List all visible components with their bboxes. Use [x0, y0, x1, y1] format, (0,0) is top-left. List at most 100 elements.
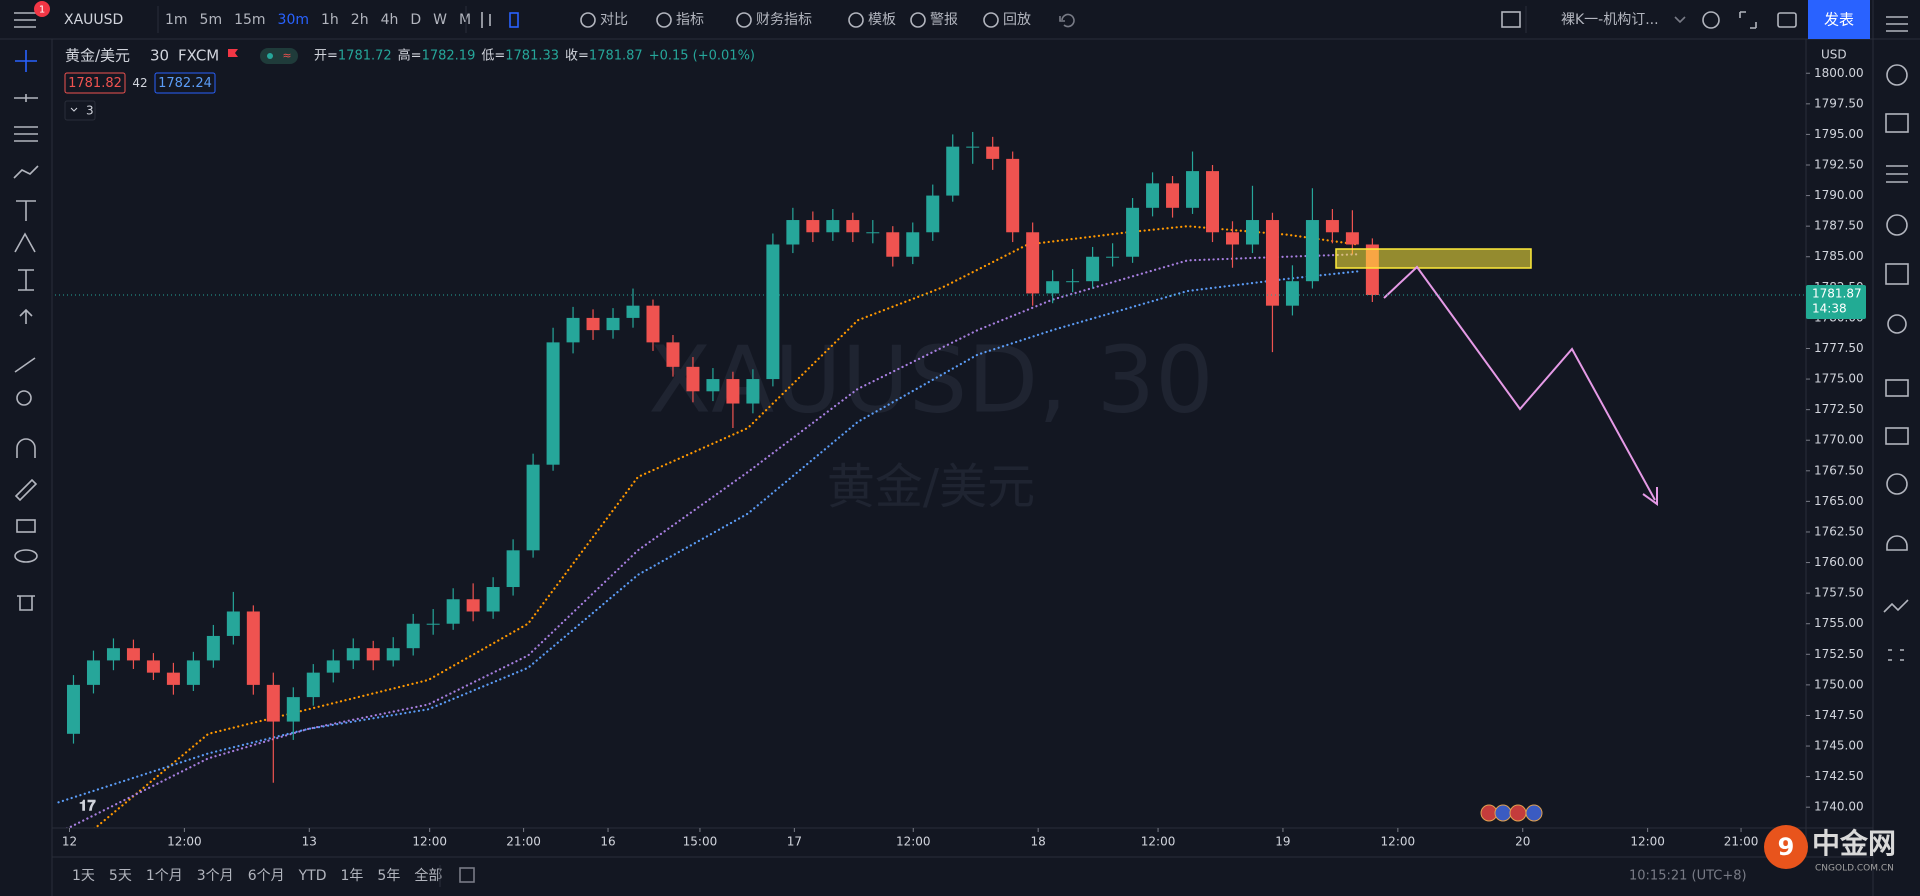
candle-body: [1325, 220, 1339, 233]
candle-body: [866, 232, 880, 234]
symbol[interactable]: XAUUSD: [64, 12, 123, 28]
event-flags[interactable]: [1480, 804, 1543, 822]
collapse-button[interactable]: [64, 100, 96, 121]
interval[interactable]: M: [459, 12, 471, 28]
candle-body: [186, 660, 200, 685]
logo-name: 中金网: [1812, 827, 1896, 860]
chart-type[interactable]: [481, 12, 519, 28]
y-tick-label: 1762.50: [1814, 524, 1864, 538]
y-tick-label: 1770.00: [1814, 433, 1864, 447]
candle-body: [886, 232, 900, 257]
interval[interactable]: 1h: [321, 12, 339, 28]
toolbar-button[interactable]: 警报: [930, 12, 958, 28]
candle-body: [266, 684, 280, 722]
candle-body: [1265, 220, 1279, 306]
interval[interactable]: D: [410, 12, 421, 28]
candle-body: [526, 464, 540, 551]
range-button[interactable]: 3个月: [197, 868, 234, 884]
candle-body: [906, 232, 920, 257]
button-icon: [910, 12, 926, 28]
candle-body: [1066, 281, 1080, 283]
range-button[interactable]: 1个月: [146, 868, 183, 884]
range-button[interactable]: 1年: [341, 868, 364, 884]
candle-body: [326, 660, 340, 673]
x-tick-label: 18: [1031, 835, 1046, 849]
y-tick-label: 1800.00: [1814, 66, 1864, 80]
legend-interval: 30: [150, 47, 169, 65]
fullscreen[interactable]: [1739, 11, 1757, 29]
interval[interactable]: W: [433, 12, 447, 28]
y-tick-label: 1760.00: [1814, 555, 1864, 569]
candle-body: [1186, 171, 1200, 208]
currency[interactable]: USD: [1821, 48, 1847, 62]
bid-box[interactable]: [64, 72, 126, 94]
interval[interactable]: 1m: [165, 12, 188, 28]
candle-body: [306, 672, 320, 698]
logo-url: CNGOLD.COM.CN: [1815, 864, 1894, 874]
layout-name[interactable]: 裸K一-机构订...: [1561, 12, 1659, 28]
x-tick-label: 16: [600, 835, 615, 849]
watermark-name: 黄金/美元: [827, 459, 1035, 515]
layout-toggle[interactable]: [1501, 11, 1521, 28]
interval[interactable]: 2h: [351, 12, 369, 28]
candle-body: [226, 611, 240, 636]
candle-body: [386, 648, 400, 661]
y-tick-label: 1752.50: [1814, 647, 1864, 661]
range-button[interactable]: 6个月: [248, 868, 285, 884]
countdown: 14:38: [1812, 302, 1847, 316]
candle-body: [726, 379, 740, 404]
range-button[interactable]: 1天: [72, 868, 95, 884]
candle-body: [246, 611, 260, 685]
y-tick-label: 1765.00: [1814, 494, 1864, 508]
range-button[interactable]: YTD: [298, 868, 327, 884]
menu-button[interactable]: [14, 12, 36, 28]
interval[interactable]: 15m: [234, 12, 265, 28]
toolbar-button[interactable]: 财务指标: [756, 12, 812, 28]
snapshot[interactable]: [1777, 12, 1797, 28]
candle-body: [446, 599, 460, 624]
y-tick-label: 1742.50: [1814, 769, 1864, 783]
range-button[interactable]: 5天: [109, 868, 132, 884]
candle-body: [806, 220, 820, 233]
x-tick-label: 15:00: [683, 835, 718, 849]
y-tick-label: 1787.50: [1814, 219, 1864, 233]
moving-average: [93, 225, 1359, 828]
y-tick-label: 1785.00: [1814, 249, 1864, 263]
publish-button[interactable]: [1808, 0, 1870, 39]
drawings[interactable]: [1335, 248, 1658, 506]
candle-body: [146, 660, 160, 673]
y-tick-label: 1790.00: [1814, 188, 1864, 202]
range-button[interactable]: 全部: [414, 867, 442, 884]
ohlc-value: 1782.19: [422, 49, 476, 64]
candle-body: [546, 342, 560, 465]
button-icon: [736, 12, 752, 28]
y-tick-label: 1775.00: [1814, 372, 1864, 386]
toolbar-button[interactable]: 指标: [676, 12, 704, 28]
x-tick-label: 17: [787, 835, 802, 849]
x-tick-label: 13: [302, 835, 317, 849]
candle-body: [166, 672, 180, 685]
toolbar-button[interactable]: 对比: [600, 12, 628, 28]
candle-body: [126, 648, 140, 661]
candle-body: [786, 220, 800, 245]
candle-body: [466, 599, 480, 612]
interval[interactable]: 30m: [278, 12, 309, 28]
settings[interactable]: [1702, 11, 1720, 29]
candle-body: [1166, 183, 1180, 208]
undo[interactable]: [1059, 13, 1075, 28]
candle-body: [1225, 232, 1239, 245]
candle-body: [626, 305, 640, 318]
toolbar-button[interactable]: 回放: [1003, 12, 1031, 28]
interval[interactable]: 4h: [381, 12, 399, 28]
left-toolbar: [13, 50, 39, 611]
candle-body: [1285, 281, 1299, 306]
candle-body: [66, 684, 80, 734]
interval[interactable]: 5m: [200, 12, 223, 28]
y-tick-label: 1767.50: [1814, 463, 1864, 477]
range-button[interactable]: 5年: [377, 868, 400, 884]
toolbar-button[interactable]: 模板: [868, 12, 896, 28]
ask-box[interactable]: [154, 72, 216, 94]
date-range[interactable]: [459, 867, 475, 883]
candle-body: [926, 195, 940, 233]
